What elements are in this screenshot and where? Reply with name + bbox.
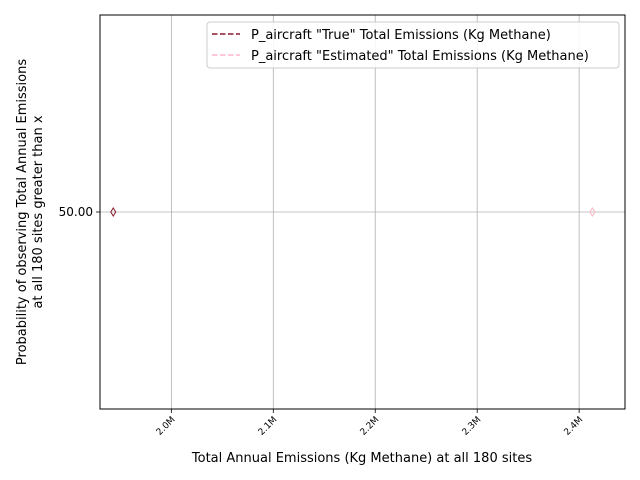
legend-label-estimated: P_aircraft "Estimated" Total Emissions (…: [251, 49, 589, 64]
data-point-true: [110, 207, 117, 217]
legend-box: [206, 21, 620, 69]
y-axis-label-line-1: Probability of observing Total Annual Em…: [15, 59, 30, 365]
grid: [100, 15, 625, 409]
legend-label-true: P_aircraft "True" Total Emissions (Kg Me…: [251, 28, 551, 43]
y-tick-label: 50.00: [59, 205, 93, 219]
y-axis-ticks: 50.00: [59, 205, 100, 219]
legend: P_aircraft "True" Total Emissions (Kg Me…: [206, 21, 620, 69]
series-layer: [110, 207, 596, 217]
y-axis-label-line-2: at all 180 sites greater than x: [31, 115, 46, 308]
x-axis-label: Total Annual Emissions (Kg Methane) at a…: [191, 451, 532, 466]
data-point-estimated: [589, 207, 596, 217]
